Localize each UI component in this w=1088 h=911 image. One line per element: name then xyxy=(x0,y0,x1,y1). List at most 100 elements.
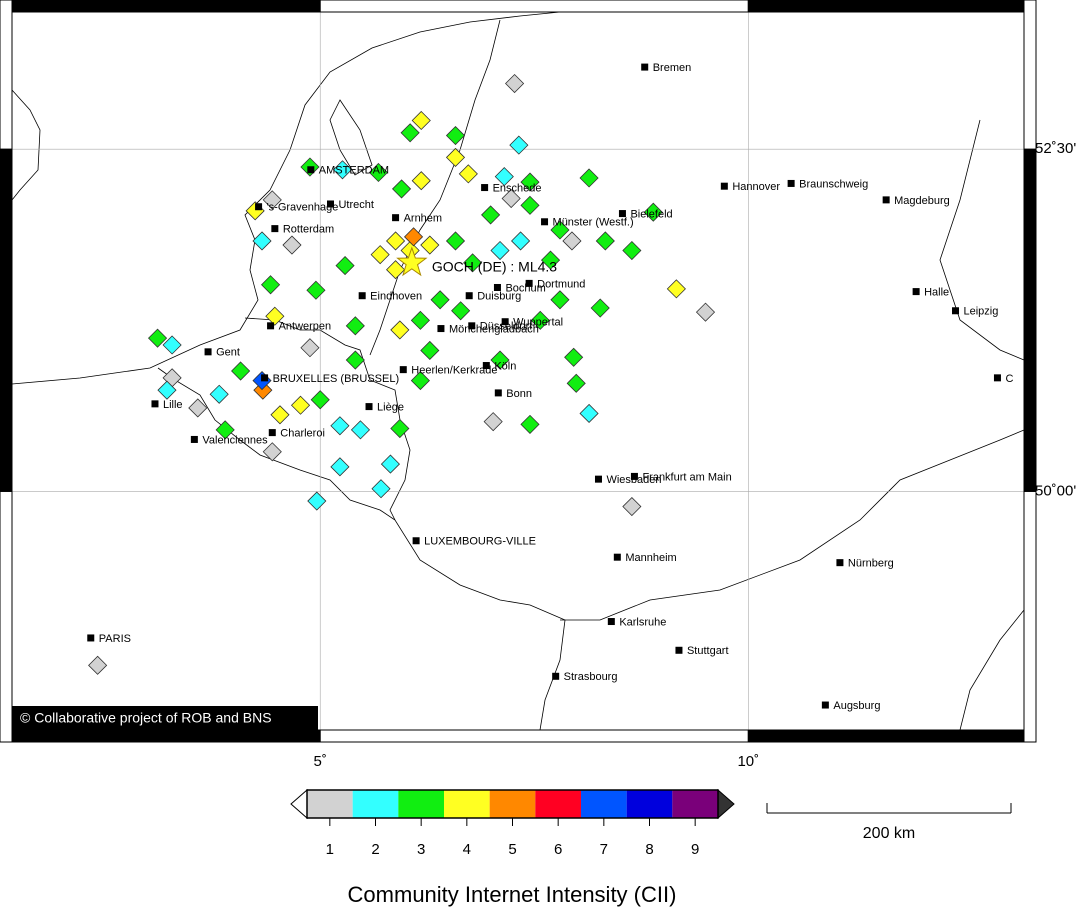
city-label: Augsburg xyxy=(833,700,880,712)
intensity-diamond xyxy=(564,347,584,367)
intensity-diamond xyxy=(540,250,561,270)
city-marker xyxy=(493,283,501,291)
frame-band xyxy=(1023,490,1037,743)
colorbar-arrow xyxy=(290,788,308,820)
city-marker xyxy=(255,203,263,211)
intensity-diamond xyxy=(147,328,168,348)
intensity-diamond xyxy=(481,205,501,225)
city-marker xyxy=(552,672,560,680)
intensity-diamond xyxy=(666,279,686,299)
intensity-diamond xyxy=(463,253,483,273)
intensity-diamond xyxy=(157,380,177,400)
city-marker xyxy=(494,389,502,397)
colorbar-label: 1 xyxy=(326,841,334,858)
city-label: Halle xyxy=(924,287,949,299)
cities: Bremen Hannover Braunschweig Magdeburg Halle… xyxy=(87,62,1013,712)
intensity-diamond xyxy=(380,454,400,474)
city-label: Bielefeld xyxy=(630,208,672,220)
intensity-diamond xyxy=(490,350,510,370)
intensity-diamond xyxy=(215,420,235,440)
intensity-diamond xyxy=(445,231,466,251)
intensity-diamond xyxy=(368,162,389,183)
intensity-diamond xyxy=(262,442,282,462)
frame-band xyxy=(0,148,13,492)
intensity-points xyxy=(88,73,716,675)
city-label: Stuttgart xyxy=(687,645,729,657)
intensity-diamond xyxy=(386,260,406,280)
intensity-diamond xyxy=(290,395,311,415)
intensity-diamond xyxy=(371,479,391,499)
intensity-diamond xyxy=(300,338,320,358)
intensity-diamond xyxy=(307,491,327,511)
frame-band xyxy=(319,729,749,743)
colorbar-label: 2 xyxy=(371,841,379,858)
intensity-diamond xyxy=(622,240,642,261)
intensity-diamond xyxy=(410,371,430,391)
city-label: LUXEMBOURG-VILLE xyxy=(424,536,536,548)
city-label: AMSTERDAM xyxy=(319,165,389,177)
intensity-diamond xyxy=(501,188,521,209)
colorbar-cell xyxy=(672,790,718,818)
city-marker xyxy=(465,292,473,300)
city-marker xyxy=(482,362,490,370)
city-marker xyxy=(993,374,1001,382)
colorbar-title: Community Internet Intensity (CII) xyxy=(348,882,677,907)
frame-band xyxy=(0,490,13,743)
coastlines-borders xyxy=(11,11,1025,731)
city-label: Duisburg xyxy=(477,291,521,303)
city-marker xyxy=(952,307,960,315)
x-tick-label: 5˚ xyxy=(314,753,327,770)
intensity-diamond xyxy=(579,403,599,424)
intensity-diamond xyxy=(306,280,326,300)
intensity-diamond xyxy=(188,398,208,418)
intensity-diamond xyxy=(520,172,540,192)
intensity-diamond xyxy=(403,227,424,247)
city-label: Bonn xyxy=(506,388,532,400)
city-marker xyxy=(392,214,400,222)
intensity-diamond xyxy=(590,298,610,318)
colorbar-label: 9 xyxy=(691,841,699,858)
intensity-diamond xyxy=(562,231,582,251)
intensity-diamond xyxy=(270,405,290,425)
city-label: Enschede xyxy=(493,182,542,194)
city-marker xyxy=(836,559,844,567)
copyright-box xyxy=(12,706,318,730)
colorbar-label: 4 xyxy=(463,841,471,858)
scale-label: 200 km xyxy=(863,825,915,842)
city-marker xyxy=(787,179,795,187)
colorbar-arrow xyxy=(717,788,735,820)
intensity-diamond xyxy=(345,316,365,336)
city-label: Mönchengladbach xyxy=(449,323,539,335)
y-tick-label: 50˚00' xyxy=(1035,482,1076,499)
intensity-diamond xyxy=(511,231,531,251)
intensity-diamond xyxy=(445,147,466,168)
map-frame xyxy=(0,0,1037,743)
intensity-diamond xyxy=(566,373,586,393)
intensity-diamond xyxy=(310,390,330,410)
frame-band xyxy=(319,0,749,13)
intensity-diamond xyxy=(420,235,440,255)
intensity-diamond xyxy=(695,302,716,322)
intensity-diamond xyxy=(390,418,410,439)
intensity-diamond xyxy=(494,167,514,187)
intensity-diamond xyxy=(451,301,471,321)
colorbar-cell xyxy=(581,790,627,818)
colorbar-label: 7 xyxy=(600,841,608,858)
city-label: Frankfurt am Main xyxy=(642,471,731,483)
intensity-diamond xyxy=(231,361,251,381)
city-marker xyxy=(358,292,366,300)
intensity-diamond xyxy=(209,384,229,404)
intensity-diamond xyxy=(509,135,529,155)
intensity-diamond xyxy=(386,231,406,251)
intensity-diamond xyxy=(530,310,550,330)
intensity-diamond xyxy=(622,496,642,517)
intensity-diamond xyxy=(483,412,503,432)
intensity-diamond xyxy=(410,310,430,330)
city-label: Rotterdam xyxy=(283,224,334,236)
city-label: Liège xyxy=(377,402,404,414)
colorbar: 1 2 3 4 5 6 7 8 9 xyxy=(290,788,735,858)
city-label: Leipzig xyxy=(964,306,999,318)
city-label: BRUXELLES (BRUSSEL) xyxy=(273,373,400,385)
colorbar-cell xyxy=(444,790,490,818)
map-area xyxy=(12,12,1024,730)
